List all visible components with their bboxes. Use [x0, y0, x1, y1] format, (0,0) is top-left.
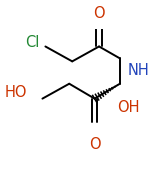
FancyBboxPatch shape [22, 34, 42, 50]
Text: NH: NH [127, 63, 149, 78]
Text: O: O [89, 137, 100, 152]
FancyBboxPatch shape [93, 13, 105, 29]
FancyBboxPatch shape [89, 129, 101, 146]
Text: O: O [93, 6, 105, 21]
Text: Cl: Cl [25, 35, 39, 50]
FancyBboxPatch shape [7, 84, 28, 101]
Text: OH: OH [117, 100, 140, 115]
FancyBboxPatch shape [116, 99, 137, 116]
Text: HO: HO [5, 85, 28, 100]
FancyBboxPatch shape [127, 62, 147, 78]
